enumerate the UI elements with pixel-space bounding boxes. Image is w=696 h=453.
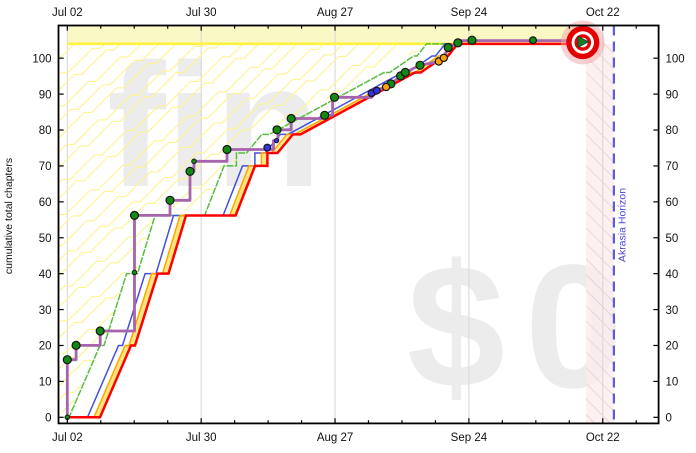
- svg-text:Jul 02: Jul 02: [52, 7, 83, 19]
- svg-text:Sep 24: Sep 24: [451, 7, 488, 19]
- svg-text:70: 70: [666, 161, 679, 173]
- svg-text:70: 70: [39, 161, 52, 173]
- svg-text:50: 50: [666, 233, 679, 245]
- svg-text:Akrasia Horizon: Akrasia Horizon: [617, 188, 629, 262]
- svg-text:0: 0: [45, 413, 51, 425]
- svg-text:80: 80: [39, 125, 52, 137]
- svg-text:40: 40: [39, 269, 52, 281]
- svg-text:Oct 22: Oct 22: [586, 7, 620, 19]
- svg-text:10: 10: [666, 377, 679, 389]
- svg-text:0: 0: [666, 413, 672, 425]
- svg-text:Aug 27: Aug 27: [317, 432, 353, 444]
- svg-text:Jul 30: Jul 30: [186, 432, 217, 444]
- svg-text:60: 60: [666, 197, 679, 209]
- svg-text:60: 60: [39, 197, 52, 209]
- svg-text:Oct 22: Oct 22: [586, 432, 620, 444]
- svg-text:80: 80: [666, 125, 679, 137]
- svg-text:Jul 30: Jul 30: [186, 7, 217, 19]
- svg-text:90: 90: [39, 89, 52, 101]
- svg-text:40: 40: [666, 269, 679, 281]
- svg-text:Aug 27: Aug 27: [317, 7, 353, 19]
- svg-text:50: 50: [39, 233, 52, 245]
- svg-text:fin: fin: [107, 28, 322, 224]
- svg-text:Jul 02: Jul 02: [52, 432, 83, 444]
- svg-text:100: 100: [32, 53, 51, 65]
- svg-text:10: 10: [39, 377, 52, 389]
- svg-text:30: 30: [666, 305, 679, 317]
- svg-text:20: 20: [39, 341, 52, 353]
- svg-text:20: 20: [666, 341, 679, 353]
- svg-text:90: 90: [666, 89, 679, 101]
- svg-text:30: 30: [39, 305, 52, 317]
- svg-text:cumulative total chapters: cumulative total chapters: [3, 158, 15, 274]
- svg-text:100: 100: [666, 53, 685, 65]
- svg-text:Sep 24: Sep 24: [451, 432, 488, 444]
